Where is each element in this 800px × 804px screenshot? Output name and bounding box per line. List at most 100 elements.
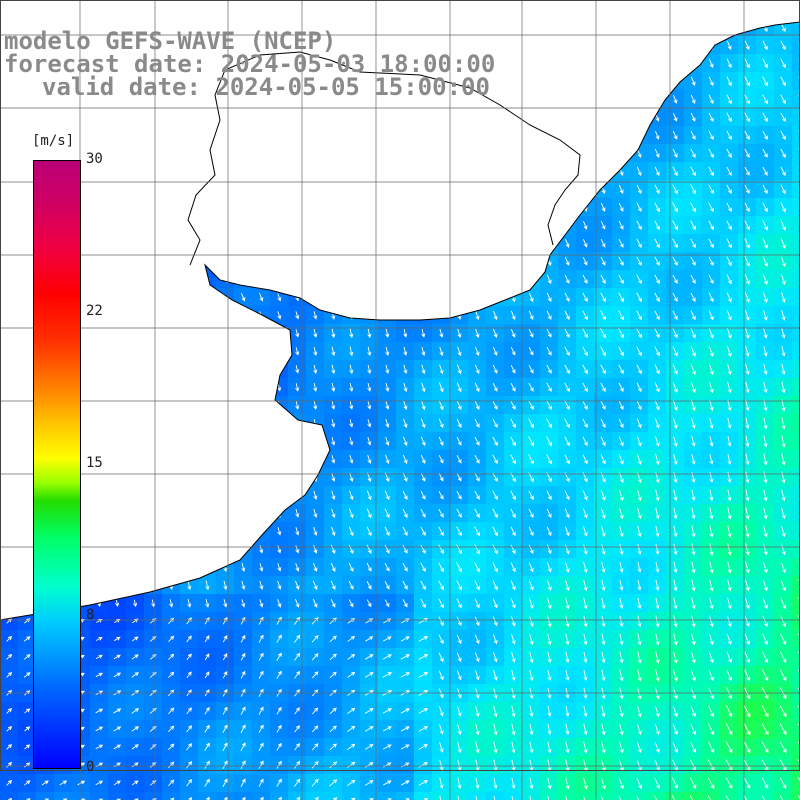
wind-arrow <box>584 148 587 157</box>
wind-cell <box>162 288 180 306</box>
wind-cell <box>162 450 180 468</box>
wind-cell <box>324 162 342 180</box>
wind-cell <box>630 0 648 18</box>
wind-arrow <box>98 492 101 499</box>
wind-arrow <box>25 132 28 138</box>
wind-cell <box>612 54 630 72</box>
wind-cell <box>180 558 198 576</box>
wind-arrow <box>98 222 101 228</box>
wind-cell <box>594 36 612 54</box>
wind-cell <box>0 180 18 198</box>
wind-cell <box>252 324 270 342</box>
wind-cell <box>792 342 800 360</box>
wind-arrow <box>187 294 190 300</box>
wind-cell <box>198 108 216 126</box>
wind-cell <box>144 126 162 144</box>
wind-cell <box>126 450 144 468</box>
wind-cell <box>342 234 360 252</box>
wind-cell <box>180 270 198 288</box>
wind-cell <box>234 486 252 504</box>
wind-arrow <box>763 5 767 13</box>
wind-arrow <box>277 366 280 373</box>
wind-arrow <box>152 509 155 516</box>
wind-arrow <box>476 239 479 247</box>
wind-cell <box>774 792 792 800</box>
wind-arrow <box>277 168 280 174</box>
wind-arrow <box>566 41 569 48</box>
wind-arrow <box>223 168 226 174</box>
wind-cell <box>0 594 18 612</box>
wind-arrow <box>169 294 172 300</box>
wind-arrow <box>331 258 334 265</box>
wind-arrow <box>601 167 605 176</box>
wind-arrow <box>368 132 371 139</box>
wind-cell <box>324 234 342 252</box>
wind-cell <box>558 0 576 18</box>
wind-cell <box>126 468 144 486</box>
wind-cell <box>180 432 198 450</box>
wind-arrow <box>692 5 695 13</box>
wind-arrow <box>368 239 371 246</box>
wind-arrow <box>584 167 587 176</box>
wind-cell <box>252 504 270 522</box>
wind-cell <box>144 360 162 378</box>
wind-arrow <box>187 240 190 246</box>
wind-cell <box>720 0 738 18</box>
wind-cell <box>216 324 234 342</box>
wind-arrow <box>152 437 155 444</box>
wind-cell <box>792 522 800 540</box>
wind-cell <box>108 324 126 342</box>
wind-arrow <box>7 204 10 211</box>
wind-cell <box>0 468 18 486</box>
wind-cell <box>54 108 72 126</box>
wind-arrow <box>25 420 28 426</box>
wind-cell <box>792 594 800 612</box>
wind-arrow <box>422 185 425 193</box>
wind-cell <box>0 360 18 378</box>
wind-arrow <box>25 150 28 157</box>
wind-arrow <box>242 366 245 373</box>
wind-cell <box>504 198 522 216</box>
wind-arrow <box>332 204 335 211</box>
wind-arrow <box>620 5 623 13</box>
wind-cell <box>198 234 216 252</box>
wind-cell <box>684 18 702 36</box>
wind-arrow <box>98 545 101 553</box>
wind-arrow <box>8 366 11 372</box>
wind-arrow <box>386 293 389 301</box>
wind-cell <box>108 0 126 18</box>
wind-arrow <box>530 221 533 229</box>
wind-arrow <box>602 149 606 158</box>
wind-cell <box>234 216 252 234</box>
wind-arrow <box>620 131 623 139</box>
wind-cell <box>432 270 450 288</box>
wind-arrow <box>295 186 298 193</box>
wind-cell <box>162 306 180 324</box>
wind-cell <box>108 450 126 468</box>
wind-cell <box>792 612 800 630</box>
wind-cell <box>216 162 234 180</box>
wind-arrow <box>242 402 245 409</box>
wind-cell <box>180 108 198 126</box>
wind-arrow <box>205 132 208 139</box>
wind-arrow <box>151 384 154 391</box>
wind-arrow <box>206 401 209 408</box>
wind-arrow <box>223 312 226 319</box>
wind-cell <box>378 198 396 216</box>
wind-cell <box>90 540 108 558</box>
wind-cell <box>792 558 800 576</box>
wind-cell <box>252 144 270 162</box>
wind-arrow <box>602 77 605 85</box>
wind-cell <box>378 306 396 324</box>
wind-cell <box>162 378 180 396</box>
wind-cell <box>342 288 360 306</box>
wind-arrow <box>205 312 208 318</box>
wind-arrow <box>349 132 352 139</box>
wind-arrow <box>242 437 245 445</box>
wind-cell <box>108 576 126 594</box>
wind-cell <box>162 522 180 540</box>
wind-arrow <box>133 132 136 138</box>
wind-cell <box>324 0 342 18</box>
wind-cell <box>522 198 540 216</box>
wind-arrow <box>206 545 209 553</box>
